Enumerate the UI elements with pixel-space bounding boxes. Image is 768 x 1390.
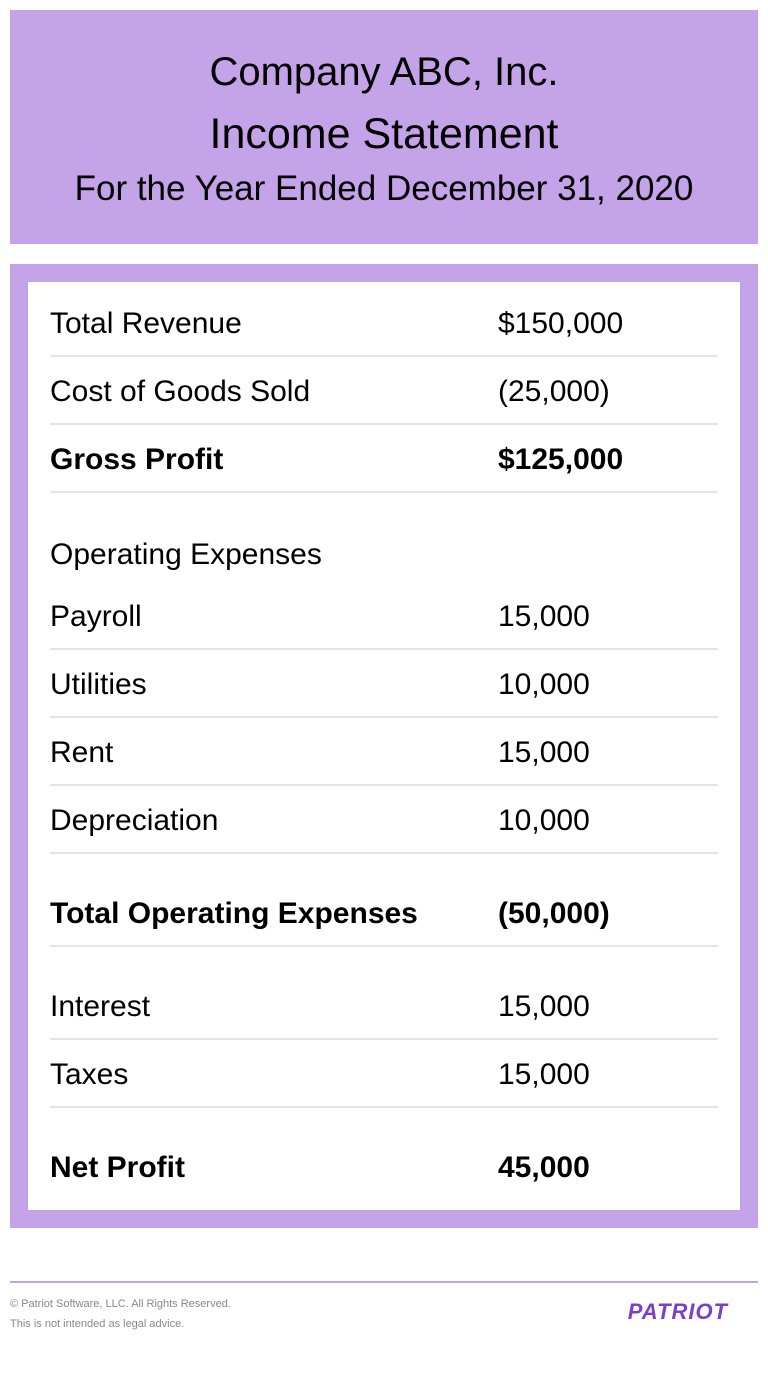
row-value: (25,000): [498, 375, 718, 409]
table-row: Depreciation 10,000: [50, 786, 718, 854]
table-row: Cost of Goods Sold (25,000): [50, 357, 718, 425]
row-value: (50,000): [498, 897, 718, 931]
table-row: Taxes 15,000: [50, 1040, 718, 1108]
table-row: Payroll 15,000: [50, 582, 718, 650]
total-operating-row: Total Operating Expenses (50,000): [50, 879, 718, 947]
row-value: 15,000: [498, 990, 718, 1024]
row-label: Interest: [50, 990, 498, 1024]
main-box: Total Revenue $150,000 Cost of Goods Sol…: [10, 264, 758, 1228]
row-value: $150,000: [498, 307, 718, 341]
table-row: Interest 15,000: [50, 972, 718, 1040]
table-row: Rent 15,000: [50, 718, 718, 786]
row-value: $125,000: [498, 443, 718, 477]
row-value: 15,000: [498, 1058, 718, 1092]
row-value: 15,000: [498, 736, 718, 770]
row-label: Cost of Goods Sold: [50, 375, 498, 409]
brand-logo: PATRIOT: [628, 1295, 758, 1325]
table-row: Total Revenue $150,000: [50, 282, 718, 357]
spacer: [50, 947, 718, 972]
row-value: 10,000: [498, 804, 718, 838]
row-label: Gross Profit: [50, 443, 498, 477]
row-value: 15,000: [498, 600, 718, 634]
spacer: [50, 1108, 718, 1133]
copyright-text: © Patriot Software, LLC. All Rights Rese…: [10, 1295, 231, 1315]
disclaimer-text: This is not intended as legal advice.: [10, 1315, 231, 1335]
row-label: Total Operating Expenses: [50, 897, 498, 931]
row-value: 10,000: [498, 668, 718, 702]
company-name: Company ABC, Inc.: [30, 50, 738, 95]
table-row: Utilities 10,000: [50, 650, 718, 718]
footer-legal: © Patriot Software, LLC. All Rights Rese…: [10, 1295, 231, 1335]
row-label: Total Revenue: [50, 307, 498, 341]
row-label: Payroll: [50, 600, 498, 634]
row-value: 45,000: [498, 1151, 718, 1185]
row-label: Rent: [50, 736, 498, 770]
spacer: [50, 854, 718, 879]
row-label: Depreciation: [50, 804, 498, 838]
operating-expenses-header: Operating Expenses: [50, 493, 718, 582]
statement-title: Income Statement: [30, 110, 738, 159]
gross-profit-row: Gross Profit $125,000: [50, 425, 718, 493]
net-profit-row: Net Profit 45,000: [50, 1133, 718, 1210]
income-statement-table: Total Revenue $150,000 Cost of Goods Sol…: [28, 282, 740, 1210]
statement-period: For the Year Ended December 31, 2020: [30, 169, 738, 209]
row-label: Net Profit: [50, 1151, 498, 1185]
row-label: Taxes: [50, 1058, 498, 1092]
row-label: Utilities: [50, 668, 498, 702]
footer: © Patriot Software, LLC. All Rights Rese…: [10, 1281, 758, 1335]
header-box: Company ABC, Inc. Income Statement For t…: [10, 10, 758, 244]
